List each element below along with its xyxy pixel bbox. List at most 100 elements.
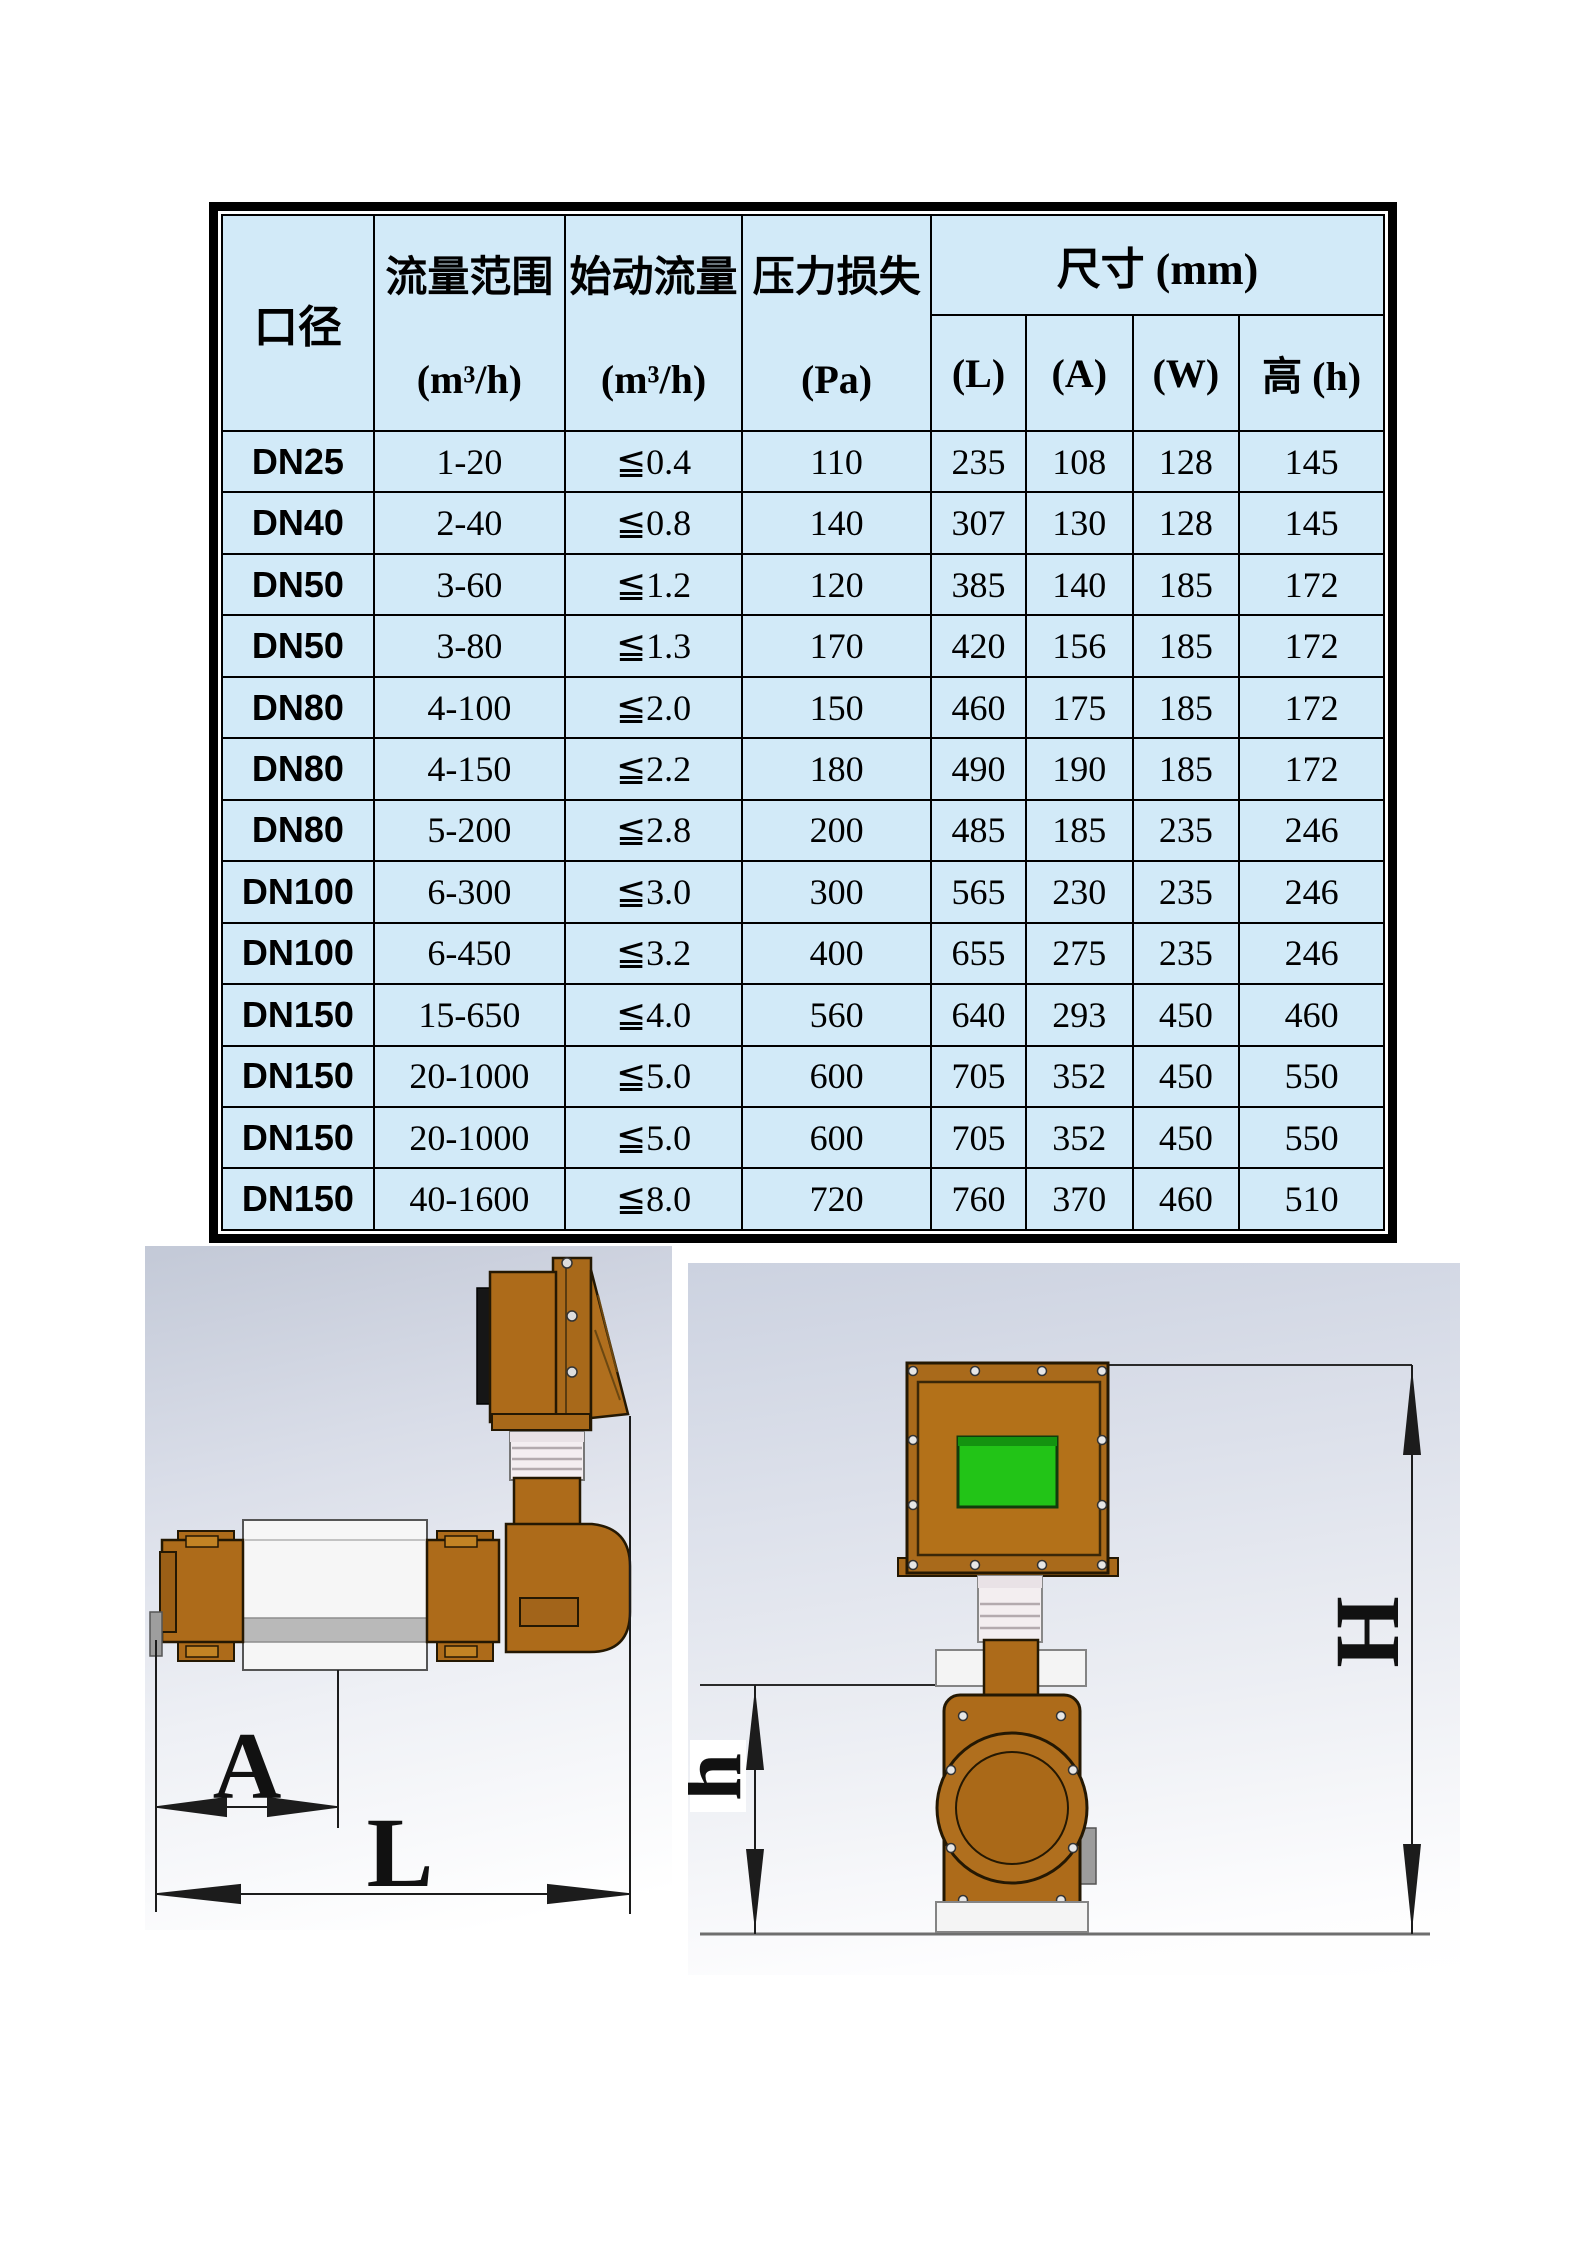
cell-diameter: DN40: [221, 491, 375, 555]
table-cell: ≦8.0: [563, 1167, 744, 1231]
table-body: DN25 1-20 ≦0.4 110 235 108 128 145 DN40 2-40 ≦0.8 1…: [221, 429, 1385, 1231]
table-cell: 20-1000: [372, 1044, 566, 1108]
elbow-block: [504, 1522, 632, 1654]
side-view-svg: A L: [149, 1256, 632, 1914]
table-cell: 190: [1024, 737, 1134, 801]
neck-cap: [978, 1576, 1042, 1588]
inlet-flange: [149, 1530, 245, 1662]
spec-table: 口径 流量范围 (m³/h) 始动流量 (m³/h) 压力损失: [209, 202, 1397, 1243]
dim-label-height: H: [1316, 1596, 1418, 1668]
table-cell: 1-20: [372, 429, 566, 494]
col-header-dimensions: 尺寸 (mm): [930, 214, 1385, 316]
elbow-pipe: [512, 1476, 582, 1532]
col-header-pressure-loss: 压力损失 (Pa): [741, 214, 932, 432]
flange-bolt: [444, 1645, 478, 1658]
col-header-diameter: 口径: [221, 214, 375, 432]
table-cell: 156: [1024, 614, 1134, 678]
table-cell: 170: [741, 614, 932, 678]
table-cell: 120: [741, 552, 932, 617]
table-cell: 450: [1131, 983, 1241, 1047]
elbow-slot: [519, 1597, 579, 1627]
table-cell: 20-1000: [372, 1105, 566, 1170]
table-cell: 640: [930, 983, 1027, 1047]
cell-diameter: DN80: [221, 737, 375, 801]
table-cell: 3-80: [372, 614, 566, 678]
bolt-icon: [907, 1559, 919, 1571]
head-bolt: [566, 1366, 578, 1378]
arrowhead-left-icon: [157, 1883, 241, 1905]
bolt-icon: [945, 1842, 957, 1854]
table-cell: 4-150: [372, 737, 566, 801]
table-cell: 246: [1238, 798, 1385, 863]
table-row: DN80 4-100 ≦2.0 150 460 175 185 172: [221, 675, 1385, 740]
head-bolt: [561, 1257, 573, 1269]
head-plate-column: [551, 1256, 593, 1432]
table-cell: 172: [1238, 552, 1385, 617]
bolt-icon: [907, 1499, 919, 1511]
front-view-svg: h H: [688, 1361, 1430, 1936]
table-cell: 560: [741, 983, 932, 1047]
head-bottom-flange: [491, 1413, 591, 1431]
bolt-icon: [969, 1365, 981, 1377]
head-wedge-hatch: [597, 1294, 618, 1373]
table-row: DN150 20-1000 ≦5.0 600 705 352 450 550: [221, 1044, 1385, 1108]
table-cell: 175: [1024, 675, 1134, 740]
h-label-backplate: [690, 1740, 746, 1812]
bolt-icon: [1067, 1842, 1079, 1854]
table-cell: 200: [741, 798, 932, 863]
table-cell: ≦0.4: [563, 429, 744, 494]
table-cell: ≦5.0: [563, 1044, 744, 1108]
cell-diameter: DN100: [221, 921, 375, 986]
col-header-dim-a: (A): [1024, 314, 1134, 432]
head-wedge-hatch: [594, 1329, 621, 1401]
table-cell: 705: [930, 1105, 1027, 1170]
col-header-start-flow: 始动流量 (m³/h): [563, 214, 744, 432]
transmitter-head: [476, 1256, 630, 1432]
arrowhead-left-icon: [157, 1796, 227, 1818]
table-cell: 450: [1131, 1105, 1241, 1170]
bolt-icon: [907, 1365, 919, 1377]
table-cell: ≦3.0: [563, 860, 744, 924]
arrowhead-up-icon: [1403, 1368, 1421, 1455]
bolt-icon: [1096, 1559, 1108, 1571]
table-row: DN50 3-60 ≦1.2 120 385 140 185 172: [221, 552, 1385, 617]
elbow-outlet: [504, 1476, 632, 1654]
head-bolt: [566, 1310, 578, 1322]
table-cell: 460: [1238, 983, 1385, 1047]
table-cell: 550: [1238, 1044, 1385, 1108]
table-cell: ≦2.2: [563, 737, 744, 801]
arrowhead-down-icon: [1403, 1844, 1421, 1931]
table-cell: 705: [930, 1044, 1027, 1108]
flange-body: [425, 1538, 501, 1644]
table-cell: 565: [930, 860, 1027, 924]
table-cell: 352: [1024, 1105, 1134, 1170]
table-cell: 172: [1238, 737, 1385, 801]
table-cell: 145: [1238, 491, 1385, 555]
bolt-icon: [945, 1764, 957, 1776]
table-cell: ≦1.3: [563, 614, 744, 678]
table-cell: 128: [1131, 429, 1241, 494]
table-cell: 2-40: [372, 491, 566, 555]
table-cell: 4-100: [372, 675, 566, 740]
head-bolts: [907, 1365, 1108, 1571]
table-row: DN50 3-80 ≦1.3 170 420 156 185 172: [221, 614, 1385, 678]
table-cell: 370: [1024, 1167, 1134, 1231]
table-cell: 293: [1024, 983, 1134, 1047]
table-row: DN100 6-300 ≦3.0 300 565 230 235 246: [221, 860, 1385, 924]
body-bolts: [945, 1710, 1079, 1906]
table-cell: 185: [1131, 675, 1241, 740]
table-cell: 185: [1131, 614, 1241, 678]
table-cell: 307: [930, 491, 1027, 555]
table-cell: 235: [930, 429, 1027, 494]
table-cell: ≦2.0: [563, 675, 744, 740]
bolt-icon: [1067, 1764, 1079, 1776]
col-header-dim-w: (W): [1131, 314, 1241, 432]
dim-label-a: A: [213, 1713, 282, 1819]
table-cell: 6-450: [372, 921, 566, 986]
header-row-2: (L) (A) (W) 高 (h): [222, 314, 1385, 432]
table-cell: 385: [930, 552, 1027, 617]
table-cell: 40-1600: [372, 1167, 566, 1231]
table-row: DN150 15-650 ≦4.0 560 640 293 450 460: [221, 983, 1385, 1047]
table-cell: ≦4.0: [563, 983, 744, 1047]
flange-bolt: [444, 1535, 478, 1548]
